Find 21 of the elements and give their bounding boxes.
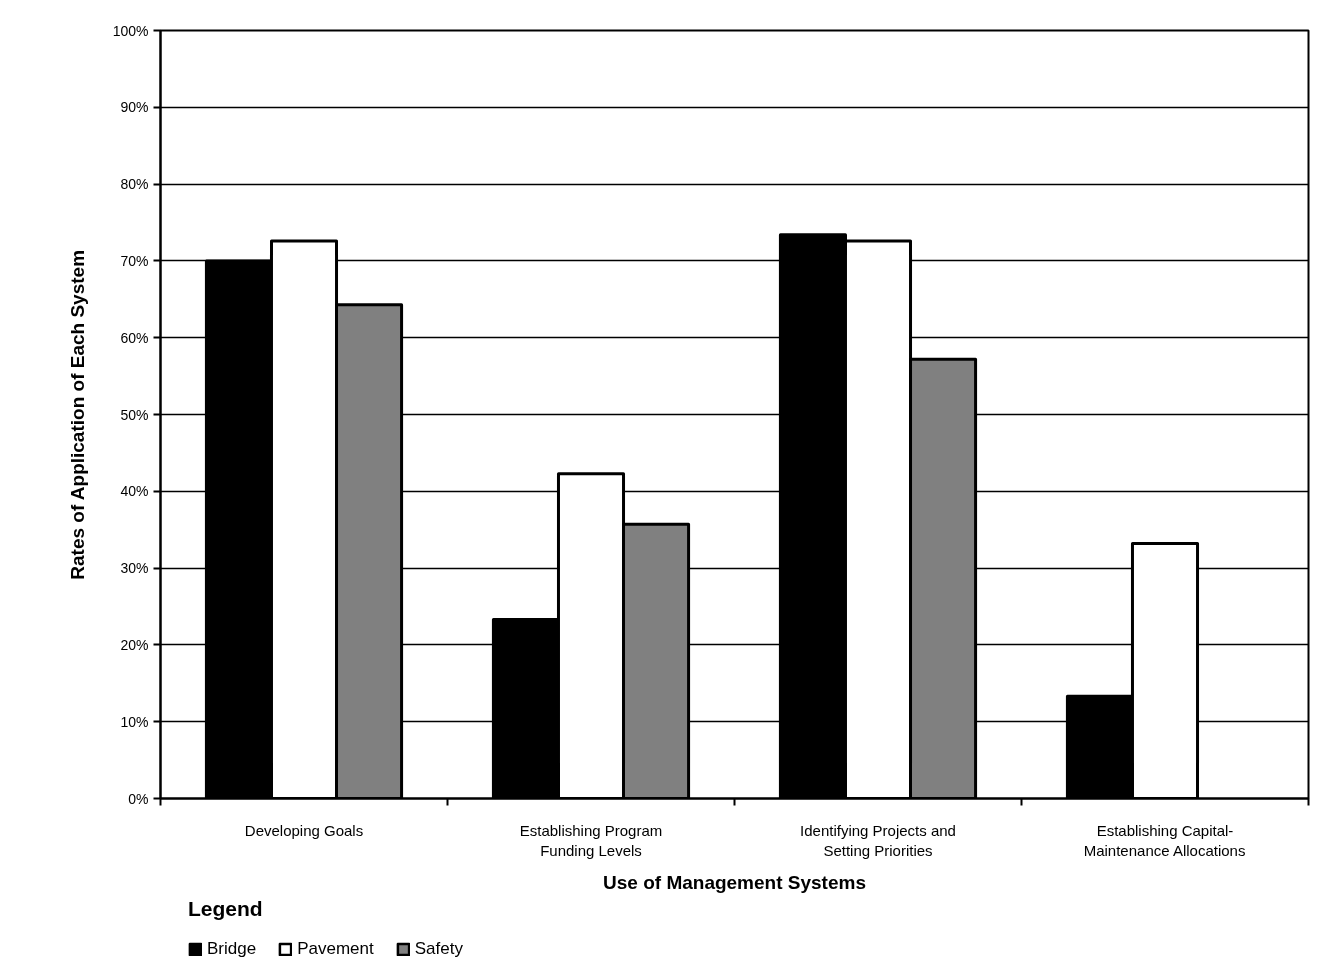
y-tick-label: 60%	[120, 329, 149, 346]
y-tick-label: 0%	[128, 790, 149, 807]
x-tick-label: Establishing Capital-Maintenance Allocations	[1083, 821, 1246, 859]
y-tick-label: 90%	[120, 99, 149, 116]
legend-label: Bridge	[207, 939, 257, 959]
y-tick-label: 100%	[112, 22, 149, 39]
y-tick-label: 80%	[120, 176, 149, 193]
legend-label: Safety	[414, 939, 463, 959]
x-tick-label: Establishing Program Funding Levels	[519, 821, 663, 859]
y-tick-label: 50%	[120, 406, 149, 423]
x-axis-title: Use of Management Systems	[603, 871, 866, 893]
y-tick-label: 10%	[120, 713, 149, 730]
y-axis-title: Rates of Application of Each System	[66, 249, 88, 580]
legend-title: Legend	[188, 897, 264, 921]
y-tick-label: 40%	[120, 483, 149, 500]
y-tick-label: 30%	[120, 560, 149, 577]
x-tick-label: Identifying Projects and Setting Priorities	[800, 821, 956, 859]
x-tick-label: Developing Goals	[244, 821, 364, 839]
y-tick-label: 70%	[120, 252, 149, 269]
legend-label: Pavement	[297, 939, 374, 959]
y-tick-label: 20%	[120, 636, 149, 653]
